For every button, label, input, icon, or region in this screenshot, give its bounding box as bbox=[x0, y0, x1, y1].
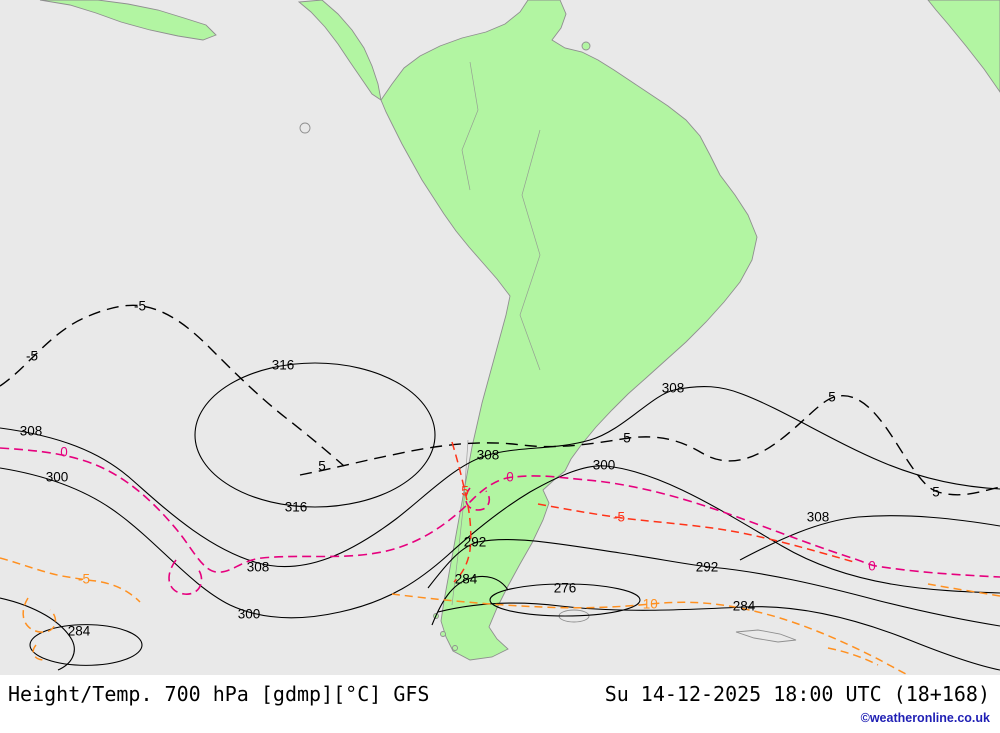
temp-contour-minus5-northwest bbox=[0, 304, 345, 467]
temp-contour-0-magenta bbox=[0, 447, 1000, 578]
temp-contour-orange-southeast bbox=[827, 647, 879, 666]
temp-contour-0-magenta-squiggle bbox=[168, 559, 203, 595]
chile-archipelago-island bbox=[440, 631, 446, 637]
height-contour-292 bbox=[427, 538, 1000, 627]
africa-landmass bbox=[927, 0, 1000, 93]
footer-bar: Height/Temp. 700 hPa [gdmp][°C] GFS Su 1… bbox=[0, 675, 1000, 733]
height-contour-308-southeast bbox=[739, 515, 1000, 561]
atoll-outline-island bbox=[299, 122, 311, 134]
temp-contour-0-magenta-squiggle-andes bbox=[465, 487, 491, 511]
south-america-landmass bbox=[380, 0, 758, 661]
copyright-link[interactable]: ©weatheronline.co.uk bbox=[860, 711, 990, 725]
south-georgia-outline bbox=[735, 629, 797, 643]
border-brazil-west bbox=[519, 129, 541, 371]
temp-contour-5-red-andes bbox=[451, 441, 472, 583]
central-america-landmass bbox=[297, 0, 382, 101]
temp-contour-orange-right-edge bbox=[927, 583, 1000, 597]
temp-contour-minus5-orange-west bbox=[0, 557, 141, 603]
temp-contour-minus5-red-east bbox=[537, 503, 855, 563]
height-contour-284-coast-arc bbox=[431, 575, 509, 626]
temp-contour-orange-squiggle-sw bbox=[22, 597, 57, 633]
border-colombia-venezuela bbox=[461, 61, 479, 191]
map-svg bbox=[0, 0, 1000, 675]
height-contour-308-main bbox=[0, 386, 1000, 568]
map-canvas: -5 -5 5 5 5 5 316 316 308 308 308 308 308 300 300 300 29… bbox=[0, 0, 1000, 675]
height-contour-316-loop bbox=[194, 362, 436, 508]
height-contour-284-south bbox=[437, 602, 1000, 671]
trinidad-island bbox=[581, 41, 591, 51]
product-title: Height/Temp. 700 hPa [gdmp][°C] GFS bbox=[8, 682, 430, 706]
central-america-coast-strip bbox=[39, 0, 217, 41]
height-contour-300 bbox=[0, 465, 1000, 619]
temp-contour-orange-squiggle-sw2 bbox=[32, 644, 45, 661]
height-contour-276-loop bbox=[489, 583, 641, 617]
height-contour-284-loop-southwest bbox=[29, 624, 143, 666]
chile-archipelago-island bbox=[452, 645, 458, 651]
temp-contour-5-main bbox=[299, 395, 1000, 496]
temp-contour-minus10-orange-south bbox=[391, 593, 907, 675]
height-contour-southwest-arc bbox=[0, 597, 75, 671]
valid-datetime: Su 14-12-2025 18:00 UTC (18+168) bbox=[604, 682, 990, 706]
